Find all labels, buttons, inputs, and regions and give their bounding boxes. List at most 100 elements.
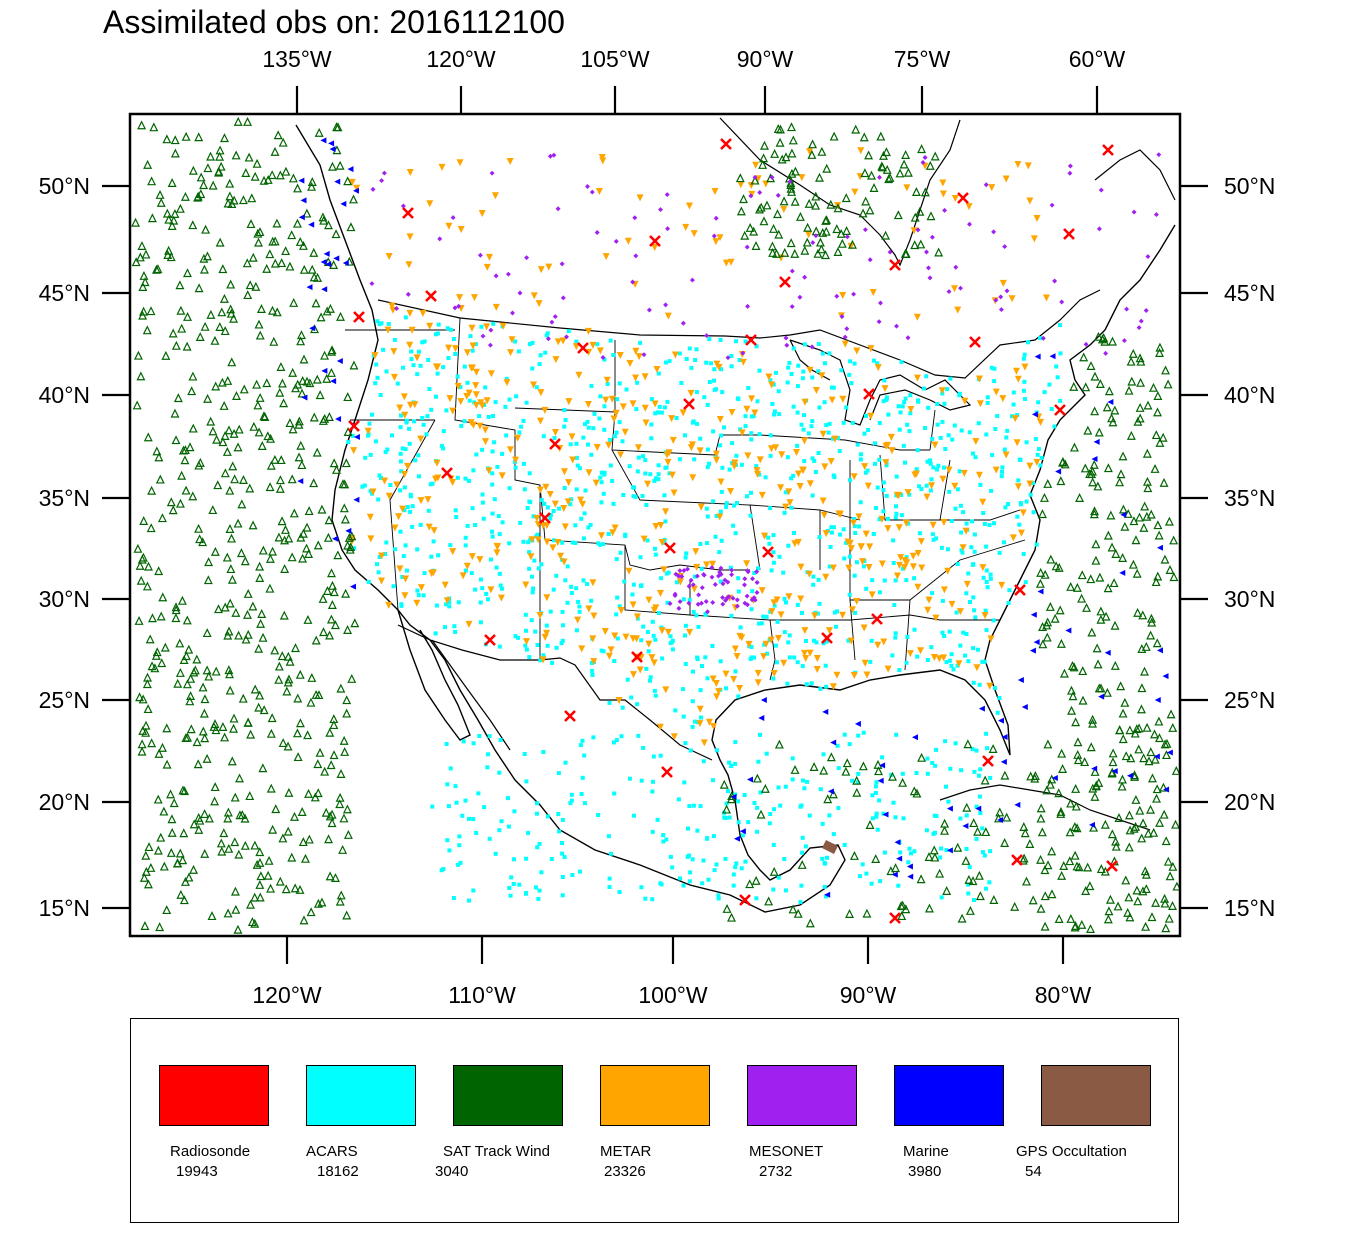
acars-marker <box>562 855 567 860</box>
sat-wind-marker <box>327 568 336 578</box>
observation-markers <box>131 116 1180 934</box>
acars-marker <box>874 780 879 785</box>
acars-marker <box>896 404 901 409</box>
acars-marker <box>473 587 478 592</box>
metar-marker <box>762 640 770 648</box>
sat-wind-marker <box>157 658 167 668</box>
radiosonde-marker <box>661 766 673 778</box>
acars-marker <box>1002 540 1006 545</box>
metar-marker <box>640 535 648 543</box>
acars-marker <box>714 514 719 518</box>
metar-marker <box>819 430 827 438</box>
acars-marker <box>694 613 699 618</box>
acars-marker <box>762 642 767 647</box>
metar-marker <box>923 493 931 501</box>
metar-marker <box>629 400 637 408</box>
sat-wind-marker <box>790 196 800 206</box>
acars-marker <box>710 778 715 783</box>
sat-wind-marker <box>1124 810 1134 820</box>
sat-wind-marker <box>298 553 308 563</box>
acars-marker <box>767 821 772 826</box>
mesonet-marker <box>748 193 754 199</box>
acars-marker <box>417 474 421 479</box>
sat-wind-marker <box>760 140 769 150</box>
marine-marker <box>1166 749 1173 756</box>
radiosonde-marker <box>564 710 576 722</box>
sat-wind-marker <box>166 497 176 507</box>
acars-marker <box>436 322 441 327</box>
marine-marker <box>1017 677 1024 684</box>
metar-marker <box>822 530 830 538</box>
metar-marker <box>371 352 379 360</box>
acars-marker <box>645 538 650 543</box>
sat-wind-marker <box>180 445 190 455</box>
metar-marker <box>802 654 810 662</box>
marine-marker <box>946 847 953 854</box>
acars-marker <box>430 481 435 486</box>
acars-marker <box>484 591 489 596</box>
sat-wind-marker <box>181 485 191 495</box>
sat-wind-marker <box>152 647 162 657</box>
metar-marker <box>960 469 968 477</box>
acars-marker <box>1022 379 1027 384</box>
acars-marker <box>939 846 944 851</box>
acars-marker <box>491 321 496 326</box>
acars-marker <box>390 433 394 438</box>
sat-wind-marker <box>322 306 332 316</box>
mesonet-marker <box>487 342 493 348</box>
sat-wind-marker <box>225 524 235 533</box>
acars-marker <box>802 459 807 464</box>
metar-marker <box>653 365 661 373</box>
sat-wind-marker <box>312 447 322 457</box>
sat-wind-marker <box>1066 798 1076 808</box>
gps-occultation-marker <box>822 840 838 854</box>
acars-marker <box>663 519 668 524</box>
marine-marker <box>342 260 349 267</box>
acars-marker <box>971 646 976 651</box>
metar-marker <box>599 157 607 165</box>
acars-marker <box>580 738 585 743</box>
acars-marker <box>722 425 726 430</box>
sat-wind-marker <box>1047 889 1057 899</box>
acars-marker <box>822 884 827 889</box>
sat-wind-marker <box>1055 605 1065 615</box>
sat-wind-marker <box>195 332 205 341</box>
acars-marker <box>542 501 547 506</box>
sat-wind-marker <box>1038 639 1048 649</box>
acars-marker <box>608 438 613 442</box>
sat-wind-marker <box>994 813 1003 823</box>
mesonet-marker <box>381 170 387 176</box>
metar-marker <box>546 490 554 498</box>
acars-marker <box>771 533 776 538</box>
marine-marker <box>906 863 913 870</box>
acars-marker <box>770 401 775 406</box>
acars-marker <box>972 549 977 554</box>
acars-marker <box>792 655 797 660</box>
metar-marker <box>446 395 454 403</box>
acars-marker <box>424 432 429 437</box>
sat-wind-marker <box>318 593 328 603</box>
mesonet-marker <box>1052 278 1058 284</box>
acars-marker <box>531 514 536 519</box>
acars-marker <box>447 600 452 605</box>
sat-wind-marker <box>185 442 195 452</box>
sat-wind-marker <box>181 131 191 141</box>
acars-marker <box>938 435 943 440</box>
marine-marker <box>353 434 360 441</box>
sat-wind-marker <box>1086 924 1095 934</box>
sat-wind-marker <box>1038 509 1047 519</box>
metar-marker <box>552 356 560 364</box>
marine-marker <box>1162 673 1169 680</box>
sat-wind-marker <box>1069 381 1079 391</box>
legend-count: 23326 <box>604 1163 646 1180</box>
sat-wind-marker <box>829 131 839 141</box>
acars-marker <box>737 358 742 362</box>
acars-marker <box>924 828 929 833</box>
sat-wind-marker <box>325 303 335 313</box>
acars-marker <box>731 883 736 888</box>
acars-marker <box>652 478 657 483</box>
acars-marker <box>608 338 613 343</box>
sat-wind-marker <box>311 689 321 699</box>
sat-wind-marker <box>194 824 204 834</box>
acars-marker <box>930 591 935 596</box>
